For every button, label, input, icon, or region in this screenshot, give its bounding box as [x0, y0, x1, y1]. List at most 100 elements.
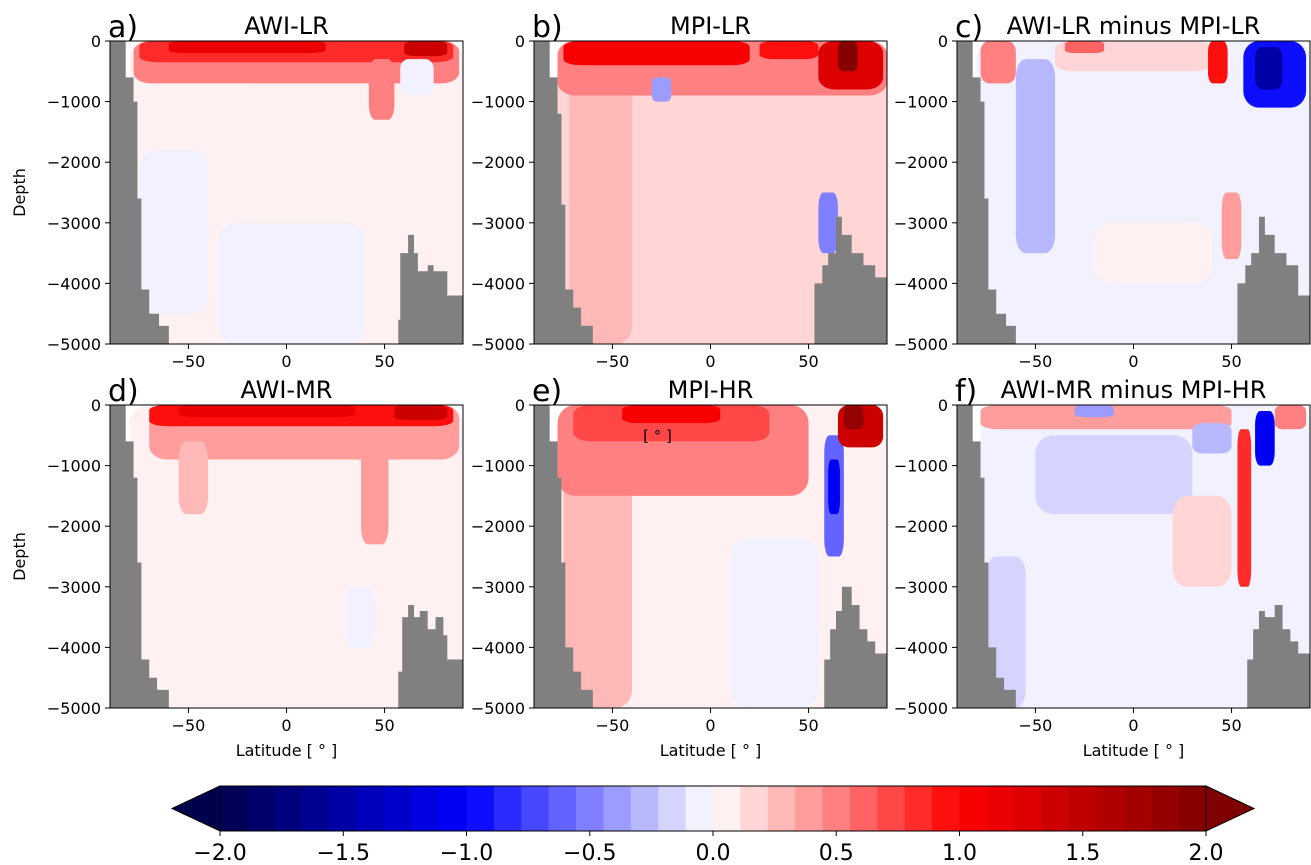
panel-letter: c) — [955, 10, 983, 45]
colorbar-level — [713, 786, 741, 831]
y-tick-label: −2000 — [471, 517, 525, 536]
y-tick-label: −5000 — [47, 699, 101, 718]
y-tick-label: −1000 — [47, 457, 101, 476]
y-tick-label: −2000 — [894, 517, 948, 536]
colorbar-tick-label: −1.5 — [317, 841, 370, 865]
colorbar-tick-label: 0.5 — [819, 841, 854, 865]
panel-6: 0 −1000 −2000 −3000 −4000 −5000 −50 0 50 AWI-MR m… — [894, 374, 1311, 760]
anomaly-patch — [400, 59, 434, 96]
land-mask-north — [394, 234, 463, 344]
anomaly-patch — [843, 405, 864, 430]
colorbar-tick-label: 1.0 — [942, 841, 977, 865]
colorbar: −2.0 −1.5 −1.0 −0.5 0.0 0.5 1.0 1.5 2.0 — [170, 785, 1256, 865]
panel-4: 0 −1000 −2000 −3000 −4000 −5000 −50 0 50 AWI-MR d)… — [10, 374, 464, 760]
y-tick-label: −5000 — [894, 699, 948, 718]
colorbar-level — [576, 786, 605, 831]
colorbar-level — [1151, 786, 1180, 831]
anomaly-field — [957, 41, 1310, 344]
x-tick-label: 0 — [1128, 716, 1138, 735]
colorbar-level — [986, 786, 1015, 831]
x-tick-label: −50 — [172, 716, 206, 735]
y-tick-label: −5000 — [47, 335, 101, 354]
panel-title: MPI-HR — [668, 376, 754, 404]
y-tick-label: 0 — [938, 396, 948, 415]
colorbar-level — [220, 786, 248, 831]
x-tick-label: −50 — [1019, 716, 1053, 735]
colorbar-level — [932, 786, 961, 831]
colorbar-level — [1123, 786, 1152, 831]
x-tick-label: −50 — [596, 716, 630, 735]
y-tick-label: −2000 — [471, 153, 525, 172]
land-mask-south — [957, 405, 1016, 708]
y-tick-label: −3000 — [471, 578, 525, 597]
colorbar-level — [521, 786, 550, 831]
x-tick-label: −50 — [172, 352, 206, 371]
land-mask-north — [1235, 216, 1310, 344]
x-tick-label: 0 — [1128, 352, 1138, 371]
colorbar-level — [548, 786, 577, 831]
anomaly-patch — [1255, 47, 1283, 90]
anomaly-patch — [730, 538, 819, 708]
y-tick-label: −2000 — [47, 153, 101, 172]
y-tick-label: −4000 — [47, 638, 101, 657]
panel-letter: b) — [532, 10, 563, 45]
panel-1: 0 −1000 −2000 −3000 −4000 −5000 −50 0 50 AWI-LR a)… — [10, 10, 464, 371]
y-axis-label: Depth — [10, 168, 29, 217]
panel-letter: a) — [108, 10, 138, 45]
panel-letter: e) — [532, 374, 562, 409]
y-tick-label: 0 — [515, 396, 525, 415]
anomaly-patch — [1035, 435, 1193, 515]
colorbar-level — [1178, 786, 1207, 831]
y-tick-label: −4000 — [471, 638, 525, 657]
y-tick-label: −4000 — [471, 274, 525, 293]
anomaly-patch — [1255, 411, 1275, 466]
colorbar-level — [1041, 786, 1070, 831]
anomaly-patch — [1015, 59, 1056, 254]
y-tick-label: 0 — [938, 32, 948, 51]
anomaly-patch — [569, 71, 633, 344]
y-tick-label: −5000 — [894, 335, 948, 354]
colorbar-level — [384, 786, 413, 831]
colorbar-level — [740, 786, 769, 831]
x-tick-label: 50 — [1221, 716, 1241, 735]
x-tick-label: 0 — [705, 716, 715, 735]
y-tick-label: −4000 — [894, 638, 948, 657]
land-mask-south — [534, 41, 593, 344]
anomaly-field — [534, 405, 887, 708]
colorbar-level — [1014, 786, 1043, 831]
colorbar-tick-label: 0.0 — [696, 841, 731, 865]
anomaly-patch — [563, 465, 633, 708]
panel-title: AWI-MR minus MPI-HR — [1001, 376, 1267, 404]
colorbar-level — [877, 786, 906, 831]
anomaly-patch — [168, 41, 326, 54]
colorbar-level — [1096, 786, 1125, 831]
land-mask-north — [1243, 604, 1310, 708]
y-tick-label: −1000 — [894, 93, 948, 112]
land-mask-south — [110, 41, 169, 344]
anomaly-patch — [361, 441, 389, 545]
anomaly-patch — [837, 41, 858, 72]
anomaly-patch — [1274, 405, 1307, 430]
anomaly-patch — [1208, 41, 1228, 84]
colorbar-level — [411, 786, 440, 831]
anomaly-patch — [651, 77, 672, 102]
anomaly-field — [957, 405, 1310, 708]
x-axis-label: Latitude [ ° ] — [1083, 741, 1185, 760]
colorbar-level — [849, 786, 878, 831]
anomaly-field — [534, 41, 887, 344]
anomaly-patch — [818, 192, 838, 254]
y-tick-label: −5000 — [471, 335, 525, 354]
y-tick-label: −1000 — [471, 93, 525, 112]
x-tick-label: −50 — [1019, 352, 1053, 371]
y-tick-label: 0 — [91, 396, 101, 415]
anomaly-patch — [828, 459, 840, 515]
x-axis-label: Latitude [ ° ] — [236, 741, 338, 760]
colorbar-level — [795, 786, 824, 831]
panel-letter: f) — [955, 374, 977, 409]
x-tick-label: 50 — [374, 716, 394, 735]
y-axis-label: Depth — [10, 532, 29, 581]
y-tick-label: −2000 — [47, 517, 101, 536]
y-tick-label: −1000 — [894, 457, 948, 476]
colorbar-level — [685, 786, 714, 831]
